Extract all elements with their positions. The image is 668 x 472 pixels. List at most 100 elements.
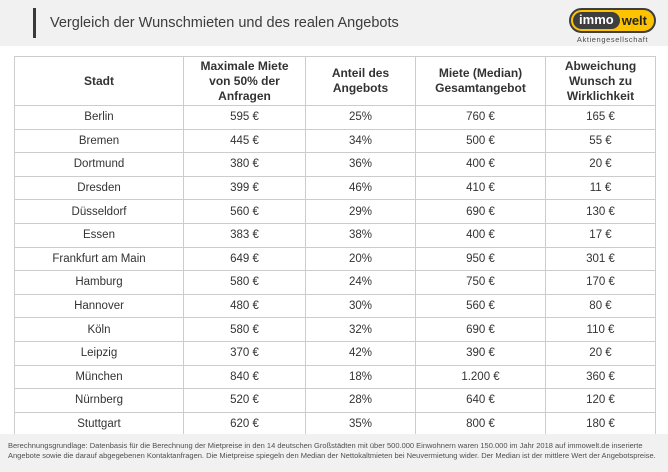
value-cell: 36% bbox=[305, 152, 416, 177]
value-cell: 400 € bbox=[415, 152, 546, 177]
value-cell: 400 € bbox=[415, 222, 546, 248]
city-cell: Hamburg bbox=[14, 270, 184, 295]
city-cell: Leipzig bbox=[14, 340, 184, 366]
value-cell: 690 € bbox=[415, 199, 546, 224]
city-cell: Essen bbox=[14, 222, 184, 248]
column-header-4: Abweichung Wunsch zu Wirklichkeit bbox=[545, 56, 656, 106]
city-cell: Düsseldorf bbox=[14, 199, 184, 224]
value-cell: 28% bbox=[305, 388, 416, 413]
table-row: München 840 €18% 1.200 €360 € bbox=[14, 364, 656, 390]
value-cell: 120 € bbox=[545, 388, 656, 413]
city-cell: München bbox=[14, 364, 184, 390]
city-cell: Bremen bbox=[14, 128, 184, 154]
value-cell: 390 € bbox=[415, 340, 546, 366]
value-cell: 520 € bbox=[183, 388, 306, 413]
value-cell: 110 € bbox=[545, 317, 656, 342]
value-cell: 950 € bbox=[415, 246, 546, 272]
value-cell: 301 € bbox=[545, 246, 656, 272]
table-row: Frankfurt am Main 649 €20% 950 €301 € bbox=[14, 246, 656, 272]
column-header-0: Stadt bbox=[14, 56, 184, 106]
header-band: Vergleich der Wunschmieten und des reale… bbox=[0, 0, 668, 46]
column-header-1: Maximale Miete von 50% der Anfragen bbox=[183, 56, 306, 106]
table-row: Düsseldorf 560 €29% 690 €130 € bbox=[14, 199, 656, 224]
table-row: Essen 383 €38% 400 €17 € bbox=[14, 222, 656, 248]
value-cell: 595 € bbox=[183, 105, 306, 130]
table-row: Berlin 595 €25% 760 €165 € bbox=[14, 105, 656, 130]
value-cell: 1.200 € bbox=[415, 364, 546, 390]
value-cell: 360 € bbox=[545, 364, 656, 390]
value-cell: 80 € bbox=[545, 293, 656, 319]
table-body: Berlin 595 €25% 760 €165 € Bremen 445 €34% 50… bbox=[14, 105, 656, 437]
footer-line-1: Berechnungsgrundlage: Datenbasis für die… bbox=[8, 441, 643, 450]
immowelt-logo-pill: immo welt bbox=[569, 8, 656, 33]
value-cell: 445 € bbox=[183, 128, 306, 154]
value-cell: 500 € bbox=[415, 128, 546, 154]
city-cell: Dresden bbox=[14, 175, 184, 201]
value-cell: 29% bbox=[305, 199, 416, 224]
value-cell: 38% bbox=[305, 222, 416, 248]
value-cell: 370 € bbox=[183, 340, 306, 366]
city-cell: Nürnberg bbox=[14, 388, 184, 413]
value-cell: 649 € bbox=[183, 246, 306, 272]
value-cell: 560 € bbox=[415, 293, 546, 319]
logo-text-welt: welt bbox=[621, 13, 647, 28]
value-cell: 480 € bbox=[183, 293, 306, 319]
value-cell: 32% bbox=[305, 317, 416, 342]
table-row: Dortmund 380 €36% 400 €20 € bbox=[14, 152, 656, 177]
rent-comparison-table: Stadt Maximale Miete von 50% der Anfragen… bbox=[14, 56, 656, 437]
city-cell: Köln bbox=[14, 317, 184, 342]
value-cell: 750 € bbox=[415, 270, 546, 295]
value-cell: 20 € bbox=[545, 340, 656, 366]
value-cell: 25% bbox=[305, 105, 416, 130]
value-cell: 18% bbox=[305, 364, 416, 390]
value-cell: 130 € bbox=[545, 199, 656, 224]
footer-note: Berechnungsgrundlage: Datenbasis für die… bbox=[0, 434, 668, 472]
value-cell: 11 € bbox=[545, 175, 656, 201]
immowelt-logo: immo welt Aktiengesellschaft bbox=[569, 8, 656, 44]
table-row: Stuttgart 620 €35% 800 €180 € bbox=[14, 411, 656, 437]
value-cell: 760 € bbox=[415, 105, 546, 130]
value-cell: 55 € bbox=[545, 128, 656, 154]
column-header-2: Anteil des Angebots bbox=[305, 56, 416, 106]
value-cell: 20% bbox=[305, 246, 416, 272]
value-cell: 560 € bbox=[183, 199, 306, 224]
logo-text-immo: immo bbox=[573, 12, 620, 29]
value-cell: 42% bbox=[305, 340, 416, 366]
table-row: Leipzig 370 €42% 390 €20 € bbox=[14, 340, 656, 366]
value-cell: 580 € bbox=[183, 270, 306, 295]
value-cell: 24% bbox=[305, 270, 416, 295]
city-cell: Stuttgart bbox=[14, 411, 184, 437]
footer-line-2: Angebote sowie die darauf abgegebenen Ko… bbox=[8, 450, 656, 460]
value-cell: 380 € bbox=[183, 152, 306, 177]
table-row: Bremen 445 €34% 500 €55 € bbox=[14, 128, 656, 154]
value-cell: 580 € bbox=[183, 317, 306, 342]
table-row: Hamburg 580 €24% 750 €170 € bbox=[14, 270, 656, 295]
city-cell: Dortmund bbox=[14, 152, 184, 177]
table-header-row: Stadt Maximale Miete von 50% der Anfragen… bbox=[14, 56, 656, 106]
city-cell: Frankfurt am Main bbox=[14, 246, 184, 272]
page-title: Vergleich der Wunschmieten und des reale… bbox=[50, 15, 399, 31]
value-cell: 35% bbox=[305, 411, 416, 437]
table-row: Dresden 399 €46% 410 €11 € bbox=[14, 175, 656, 201]
table-row: Hannover 480 €30% 560 €80 € bbox=[14, 293, 656, 319]
column-header-3: Miete (Median) Gesamtangebot bbox=[415, 56, 546, 106]
value-cell: 165 € bbox=[545, 105, 656, 130]
value-cell: 30% bbox=[305, 293, 416, 319]
table-row: Nürnberg 520 €28% 640 €120 € bbox=[14, 388, 656, 413]
value-cell: 800 € bbox=[415, 411, 546, 437]
value-cell: 640 € bbox=[415, 388, 546, 413]
city-cell: Berlin bbox=[14, 105, 184, 130]
value-cell: 690 € bbox=[415, 317, 546, 342]
value-cell: 46% bbox=[305, 175, 416, 201]
value-cell: 620 € bbox=[183, 411, 306, 437]
city-cell: Hannover bbox=[14, 293, 184, 319]
table-row: Köln 580 €32% 690 €110 € bbox=[14, 317, 656, 342]
value-cell: 840 € bbox=[183, 364, 306, 390]
value-cell: 170 € bbox=[545, 270, 656, 295]
value-cell: 34% bbox=[305, 128, 416, 154]
value-cell: 17 € bbox=[545, 222, 656, 248]
logo-subtitle: Aktiengesellschaft bbox=[576, 35, 649, 44]
value-cell: 410 € bbox=[415, 175, 546, 201]
value-cell: 20 € bbox=[545, 152, 656, 177]
title-accent-bar bbox=[33, 8, 36, 38]
